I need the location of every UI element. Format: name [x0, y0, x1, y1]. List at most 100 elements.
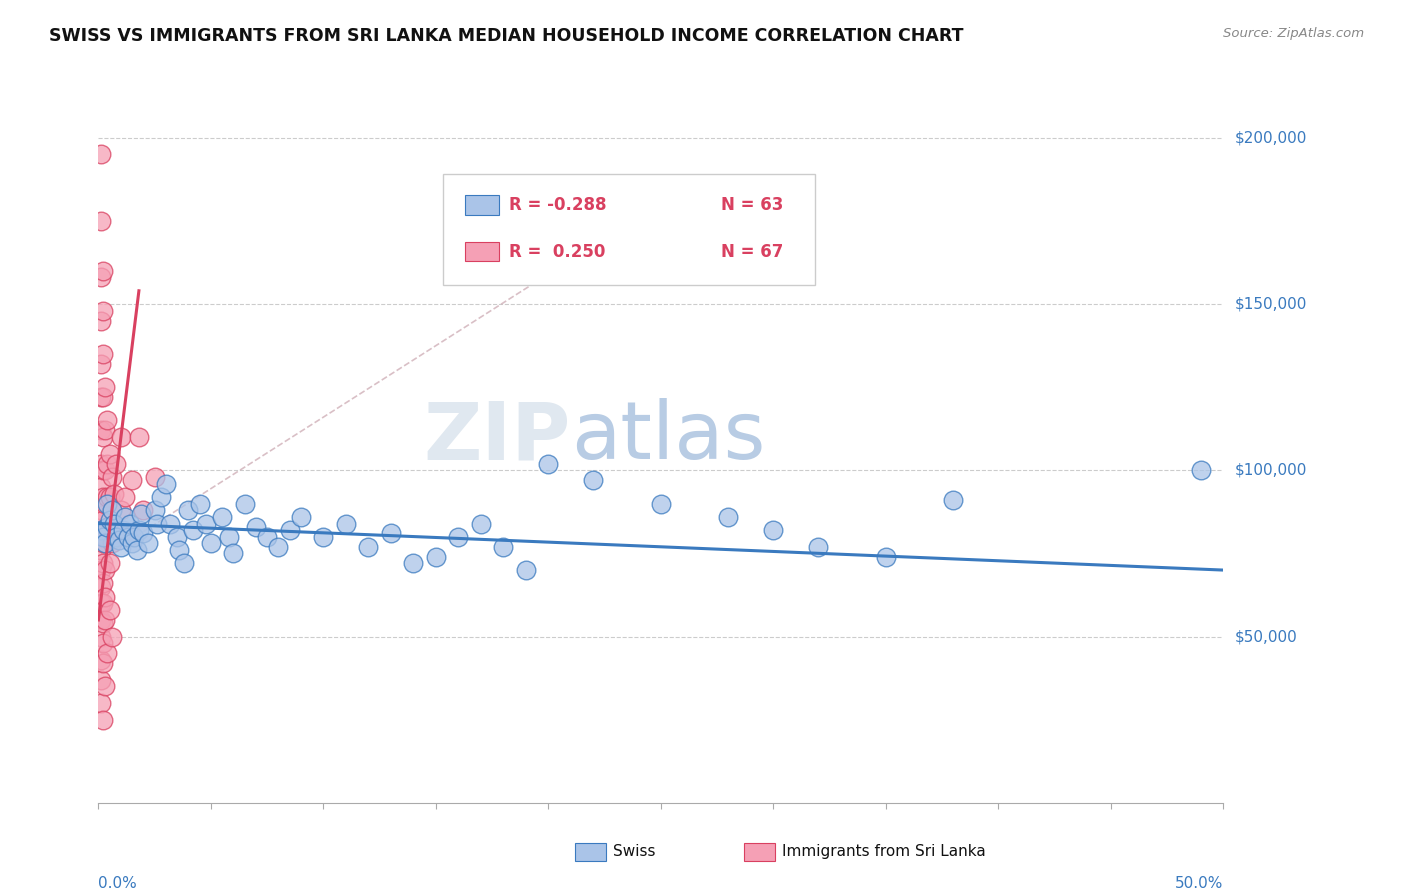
Point: [380, 526, 402, 541]
Point: [136, 536, 159, 550]
Point: [103, 486, 125, 500]
Text: R = -0.288: R = -0.288: [509, 196, 606, 214]
Point: [90, 580, 112, 594]
Point: [91, 713, 114, 727]
Point: [90, 457, 112, 471]
Point: [98, 513, 121, 527]
Point: [91, 616, 114, 631]
Point: [96, 490, 118, 504]
Point: [91, 636, 114, 650]
Point: [90, 696, 112, 710]
Point: [101, 503, 124, 517]
Point: [121, 473, 143, 487]
Point: [90, 390, 112, 404]
Point: [717, 509, 740, 524]
Point: [94, 463, 117, 477]
Point: [90, 523, 112, 537]
Point: [91, 347, 114, 361]
Point: [245, 520, 267, 534]
Point: [94, 530, 117, 544]
Point: [222, 546, 245, 560]
Point: [470, 516, 492, 531]
Point: [90, 523, 112, 537]
Text: 50.0%: 50.0%: [1175, 876, 1223, 891]
Point: [110, 503, 132, 517]
Text: Source: ZipAtlas.com: Source: ZipAtlas.com: [1223, 27, 1364, 40]
Point: [98, 523, 121, 537]
Point: [96, 520, 118, 534]
Point: [90, 596, 112, 610]
Point: [91, 463, 114, 477]
Point: [103, 523, 125, 537]
Point: [402, 557, 425, 571]
Point: [91, 536, 114, 550]
Point: [98, 490, 121, 504]
Point: [90, 480, 112, 494]
Point: [101, 536, 124, 550]
Text: $150,000: $150,000: [1234, 297, 1306, 311]
Point: [807, 540, 830, 554]
Point: [96, 457, 118, 471]
Point: [91, 557, 114, 571]
Point: [650, 497, 672, 511]
Point: [146, 516, 169, 531]
Text: ZIP: ZIP: [423, 398, 571, 476]
Point: [218, 530, 240, 544]
Point: [91, 513, 114, 527]
Point: [114, 509, 136, 524]
Point: [150, 490, 173, 504]
Point: [96, 497, 118, 511]
Text: $100,000: $100,000: [1234, 463, 1306, 478]
Point: [132, 503, 155, 517]
Point: [128, 430, 150, 444]
Point: [94, 497, 117, 511]
Point: [90, 147, 112, 161]
Point: [129, 507, 152, 521]
Point: [112, 523, 135, 537]
Point: [90, 270, 112, 285]
Point: [91, 576, 114, 591]
Point: [90, 503, 112, 517]
Point: [91, 490, 114, 504]
Point: [94, 590, 117, 604]
Text: atlas: atlas: [571, 398, 765, 476]
Point: [582, 473, 605, 487]
Point: [96, 413, 118, 427]
Point: [492, 540, 515, 554]
Point: [105, 530, 128, 544]
Point: [166, 530, 188, 544]
Point: [90, 214, 112, 228]
Point: [107, 533, 129, 548]
Point: [94, 613, 117, 627]
Point: [278, 523, 301, 537]
Point: [90, 314, 112, 328]
Point: [177, 503, 200, 517]
Point: [118, 516, 141, 531]
Point: [143, 470, 166, 484]
Point: [94, 424, 117, 438]
Point: [98, 557, 121, 571]
Point: [357, 540, 380, 554]
Point: [110, 430, 132, 444]
Text: N = 63: N = 63: [721, 196, 783, 214]
Text: SWISS VS IMMIGRANTS FROM SRI LANKA MEDIAN HOUSEHOLD INCOME CORRELATION CHART: SWISS VS IMMIGRANTS FROM SRI LANKA MEDIA…: [49, 27, 963, 45]
Point: [103, 516, 125, 531]
Point: [335, 516, 357, 531]
Point: [447, 530, 470, 544]
Text: 0.0%: 0.0%: [98, 876, 138, 891]
Point: [91, 264, 114, 278]
Point: [155, 476, 177, 491]
Point: [91, 656, 114, 670]
Point: [94, 563, 117, 577]
Point: [94, 680, 117, 694]
Point: [94, 380, 117, 394]
Point: [1189, 463, 1212, 477]
Point: [173, 557, 195, 571]
Point: [94, 536, 117, 550]
Point: [875, 549, 897, 564]
Point: [537, 457, 560, 471]
Point: [90, 357, 112, 371]
Point: [91, 303, 114, 318]
Text: Immigrants from Sri Lanka: Immigrants from Sri Lanka: [782, 845, 986, 859]
Point: [211, 509, 233, 524]
